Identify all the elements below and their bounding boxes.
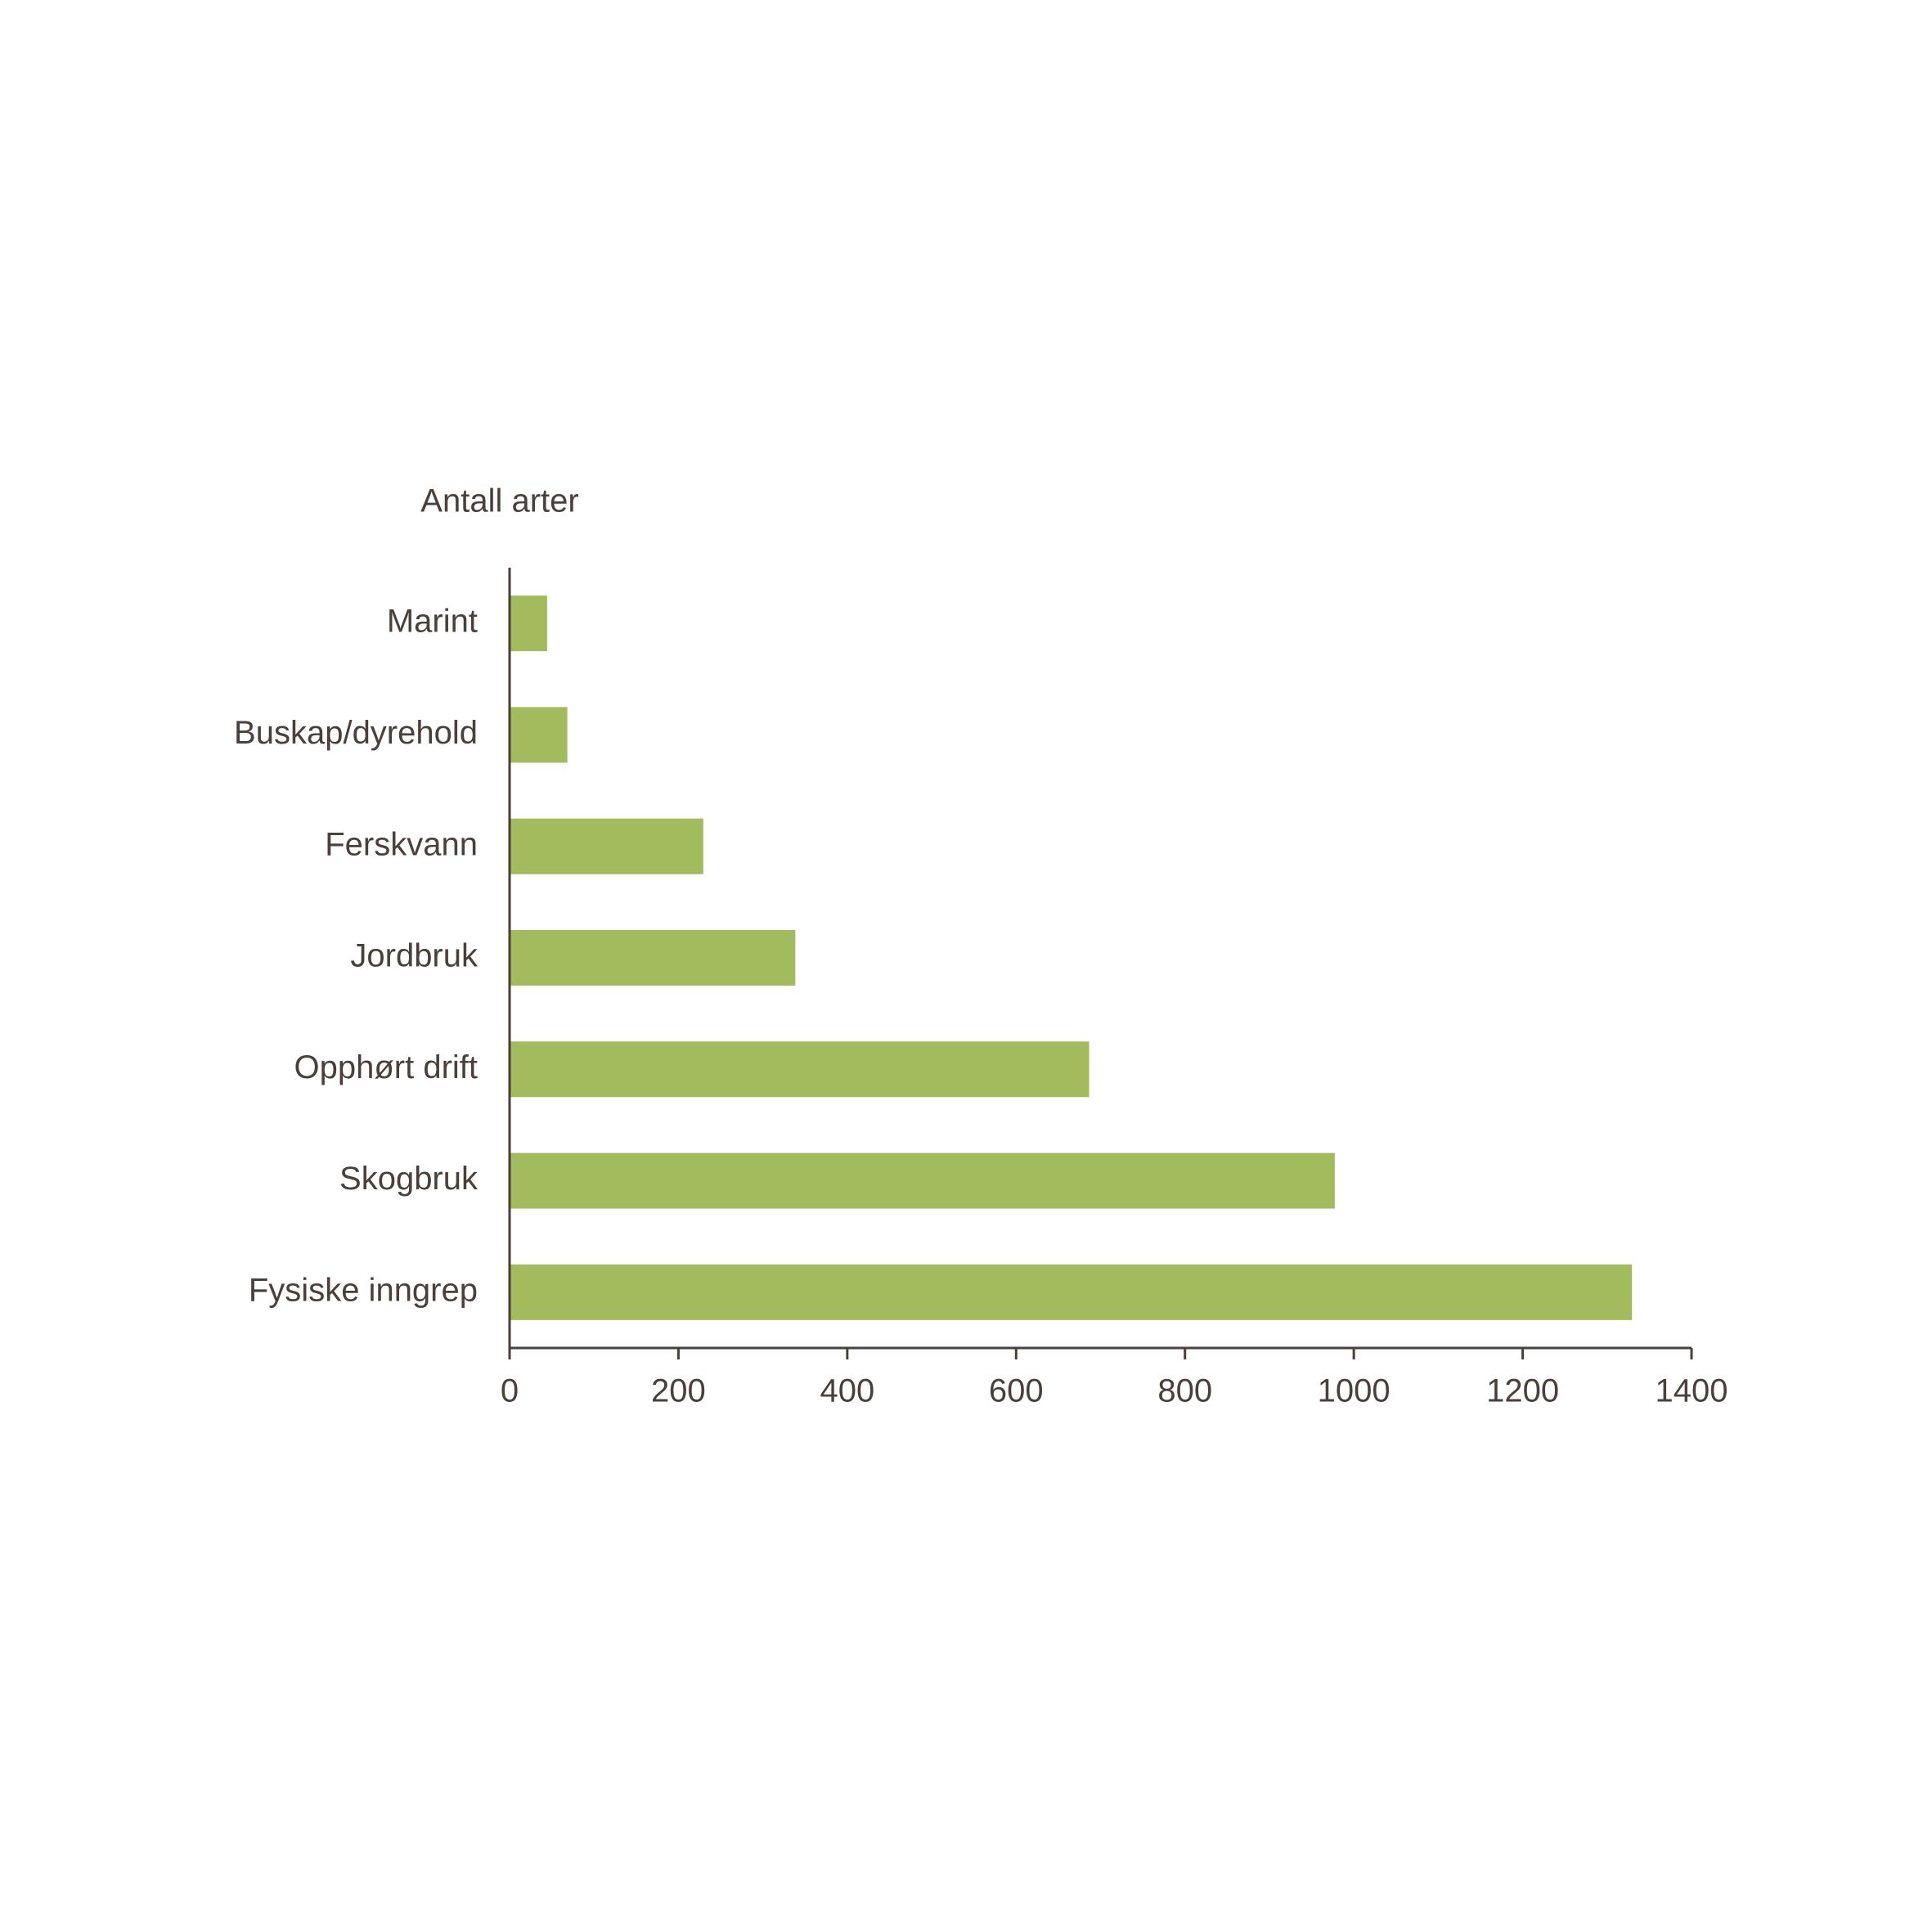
x-tick-label: 800 bbox=[1157, 1373, 1212, 1409]
y-tick-label: Ferskvann bbox=[325, 826, 478, 862]
y-tick-label: Opphørt drift bbox=[294, 1049, 478, 1085]
y-tick-label: Marint bbox=[387, 604, 478, 640]
x-tick-label: 200 bbox=[651, 1373, 706, 1409]
y-tick-label: Fysiske inngrep bbox=[249, 1272, 478, 1308]
x-tick-label: 1400 bbox=[1656, 1373, 1728, 1409]
bar bbox=[510, 1152, 1335, 1209]
bar bbox=[510, 595, 547, 652]
bar bbox=[510, 930, 796, 986]
y-tick-label: Buskap/dyrehold bbox=[234, 715, 478, 751]
x-tick-label: 600 bbox=[989, 1373, 1044, 1409]
y-tick-label: Skogbruk bbox=[339, 1161, 479, 1197]
bar bbox=[510, 818, 703, 874]
x-tick-label: 1200 bbox=[1486, 1373, 1559, 1409]
bar bbox=[510, 1264, 1633, 1320]
y-tick-label: Jordbruk bbox=[350, 938, 479, 974]
bar bbox=[510, 707, 568, 763]
x-tick-label: 400 bbox=[820, 1373, 874, 1409]
x-tick-label: 1000 bbox=[1318, 1373, 1391, 1409]
x-tick-label: 0 bbox=[501, 1373, 519, 1409]
bar bbox=[510, 1041, 1090, 1098]
axis-label: Antall arter bbox=[420, 483, 578, 519]
